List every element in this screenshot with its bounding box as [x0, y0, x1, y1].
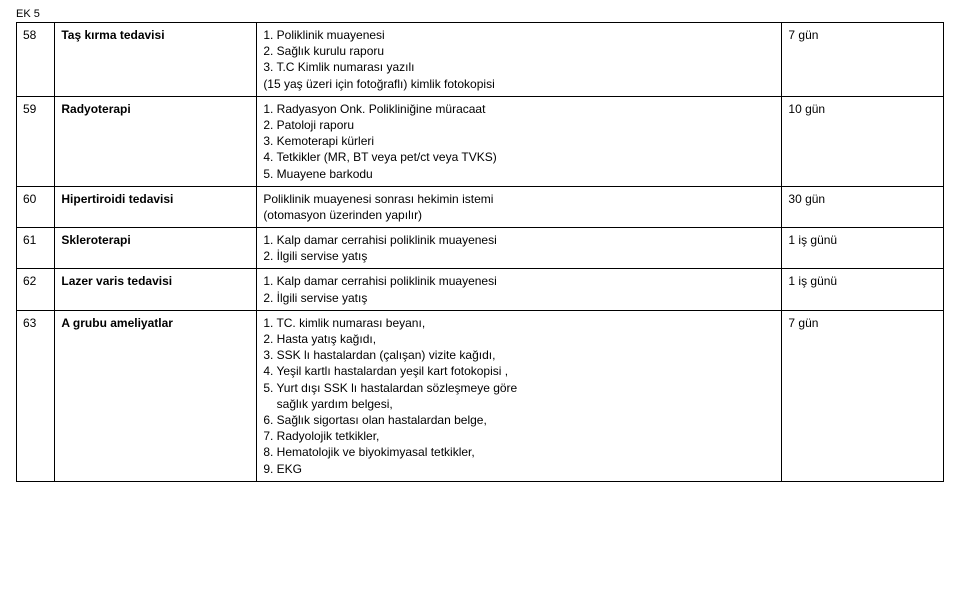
- detail-line: sağlık yardım belgesi,: [263, 396, 775, 412]
- procedure-name: Hipertiroidi tedavisi: [55, 186, 257, 227]
- detail-line: 9. EKG: [263, 461, 775, 477]
- detail-line: 1. Kalp damar cerrahisi poliklinik muaye…: [263, 273, 775, 289]
- row-number: 58: [17, 23, 55, 97]
- table-row: 62Lazer varis tedavisi 1. Kalp damar cerr…: [17, 269, 944, 310]
- detail-line: 1. Radyasyon Onk. Polikliniğine müracaat: [263, 101, 775, 117]
- duration: 7 gün: [782, 310, 944, 481]
- duration: 1 iş günü: [782, 228, 944, 269]
- detail-line: 7. Radyolojik tetkikler,: [263, 428, 775, 444]
- detail-line: 5. Muayene barkodu: [263, 166, 775, 182]
- detail-line: 1. Kalp damar cerrahisi poliklinik muaye…: [263, 232, 775, 248]
- detail-line: 3. SSK lı hastalardan (çalışan) vizite k…: [263, 347, 775, 363]
- procedure-name: Lazer varis tedavisi: [55, 269, 257, 310]
- detail-line: 4. Tetkikler (MR, BT veya pet/ct veya TV…: [263, 149, 775, 165]
- procedure-details: 1. Kalp damar cerrahisi poliklinik muaye…: [257, 228, 782, 269]
- detail-line: 8. Hematolojik ve biyokimyasal tetkikler…: [263, 444, 775, 460]
- detail-line: Poliklinik muayenesi sonrası hekimin ist…: [263, 191, 775, 207]
- row-number: 62: [17, 269, 55, 310]
- detail-line: (15 yaş üzeri için fotoğraflı) kimlik fo…: [263, 76, 775, 92]
- procedure-details: Poliklinik muayenesi sonrası hekimin ist…: [257, 186, 782, 227]
- page-header-label: EK 5: [16, 8, 944, 20]
- detail-line: 4. Yeşil kartlı hastalardan yeşil kart f…: [263, 363, 775, 379]
- detail-line: 3. T.C Kimlik numarası yazılı: [263, 59, 775, 75]
- duration: 10 gün: [782, 96, 944, 186]
- table-row: 59Radyoterapi1. Radyasyon Onk. Poliklini…: [17, 96, 944, 186]
- procedure-name: Taş kırma tedavisi: [55, 23, 257, 97]
- table-row: 58Taş kırma tedavisi1. Poliklinik muayen…: [17, 23, 944, 97]
- table-row: 63A grubu ameliyatlar1. TC. kimlik numar…: [17, 310, 944, 481]
- detail-line: 6. Sağlık sigortası olan hastalardan bel…: [263, 412, 775, 428]
- procedure-details: 1. Kalp damar cerrahisi poliklinik muaye…: [257, 269, 782, 310]
- procedure-name: Radyoterapi: [55, 96, 257, 186]
- duration: 1 iş günü: [782, 269, 944, 310]
- detail-line: 2. Sağlık kurulu raporu: [263, 43, 775, 59]
- detail-line: (otomasyon üzerinden yapılır): [263, 207, 775, 223]
- procedures-table: 58Taş kırma tedavisi1. Poliklinik muayen…: [16, 22, 944, 482]
- procedure-details: 1. Poliklinik muayenesi2. Sağlık kurulu …: [257, 23, 782, 97]
- row-number: 60: [17, 186, 55, 227]
- detail-line: 2. Patoloji raporu: [263, 117, 775, 133]
- procedure-details: 1. TC. kimlik numarası beyanı,2. Hasta y…: [257, 310, 782, 481]
- procedure-name: A grubu ameliyatlar: [55, 310, 257, 481]
- detail-line: 2. İlgili servise yatış: [263, 248, 775, 264]
- table-row: 61Skleroterapi 1. Kalp damar cerrahisi po…: [17, 228, 944, 269]
- row-number: 61: [17, 228, 55, 269]
- detail-line: 1. Poliklinik muayenesi: [263, 27, 775, 43]
- procedure-details: 1. Radyasyon Onk. Polikliniğine müracaat…: [257, 96, 782, 186]
- duration: 30 gün: [782, 186, 944, 227]
- detail-line: 1. TC. kimlik numarası beyanı,: [263, 315, 775, 331]
- table-row: 60Hipertiroidi tedavisi Poliklinik muayen…: [17, 186, 944, 227]
- procedure-name: Skleroterapi: [55, 228, 257, 269]
- detail-line: 2. İlgili servise yatış: [263, 290, 775, 306]
- row-number: 59: [17, 96, 55, 186]
- row-number: 63: [17, 310, 55, 481]
- detail-line: 2. Hasta yatış kağıdı,: [263, 331, 775, 347]
- detail-line: 5. Yurt dışı SSK lı hastalardan sözleşme…: [263, 380, 775, 396]
- detail-line: 3. Kemoterapi kürleri: [263, 133, 775, 149]
- duration: 7 gün: [782, 23, 944, 97]
